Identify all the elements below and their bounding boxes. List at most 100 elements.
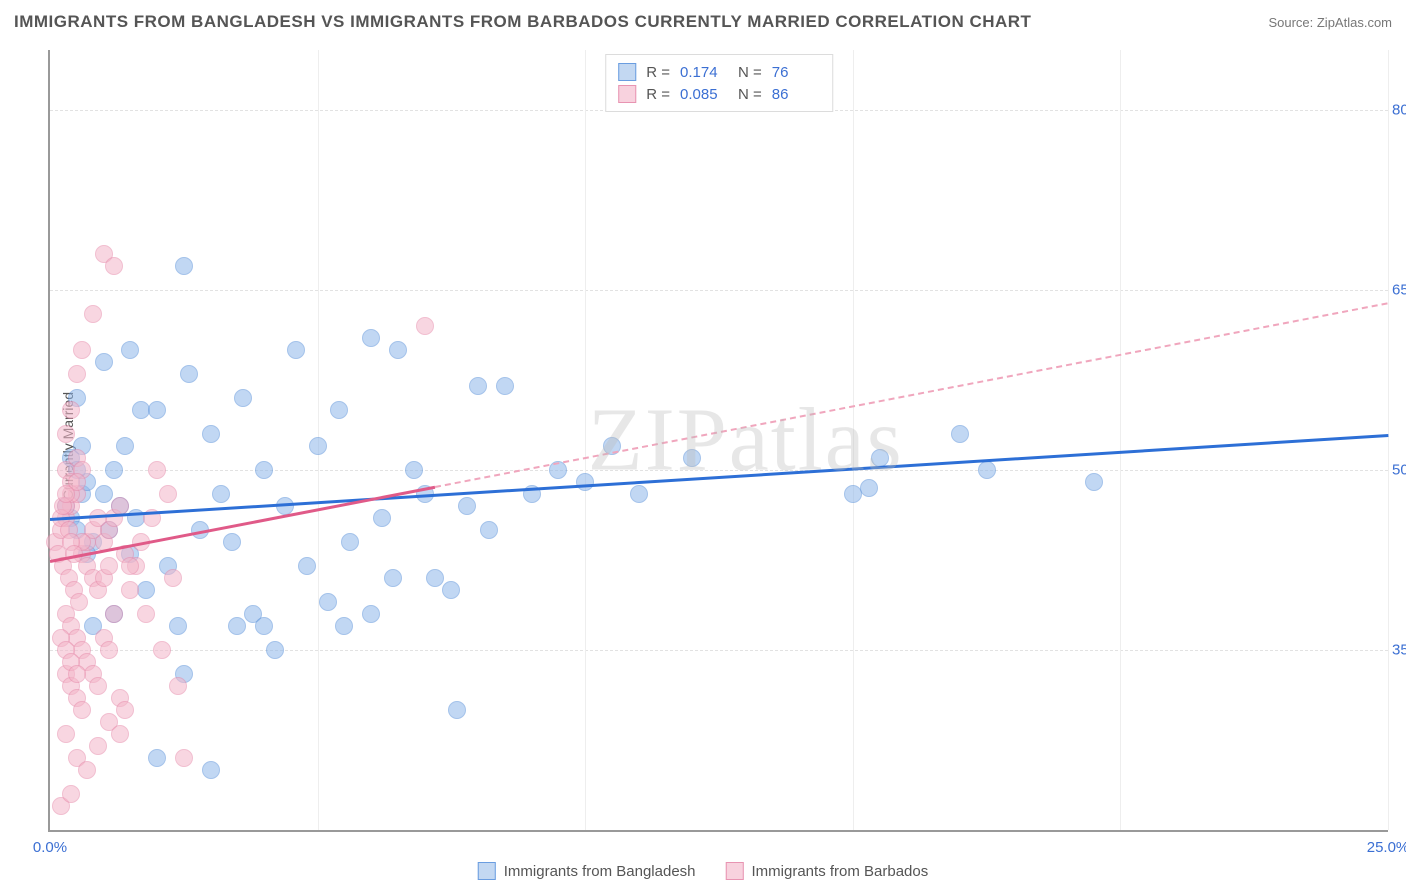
stat-n-label: N = — [738, 86, 762, 103]
scatter-point — [89, 677, 107, 695]
chart-title: IMMIGRANTS FROM BANGLADESH VS IMMIGRANTS… — [14, 12, 1031, 32]
scatter-point — [576, 473, 594, 491]
scatter-point — [89, 509, 107, 527]
scatter-point — [62, 401, 80, 419]
scatter-point — [78, 761, 96, 779]
y-tick-label: 80.0% — [1392, 102, 1406, 119]
scatter-point — [175, 257, 193, 275]
grid-line-v — [853, 50, 854, 830]
legend-item-0: Immigrants from Bangladesh — [478, 862, 696, 880]
scatter-point — [159, 485, 177, 503]
chart-plot-area: ZIPatlas R = 0.174 N = 76 R = 0.085 N = … — [48, 50, 1388, 832]
legend-swatch-1-icon — [726, 862, 744, 880]
scatter-point — [255, 617, 273, 635]
scatter-point — [73, 701, 91, 719]
scatter-point — [68, 365, 86, 383]
scatter-point — [496, 377, 514, 395]
scatter-point — [223, 533, 241, 551]
scatter-point — [169, 677, 187, 695]
scatter-point — [175, 749, 193, 767]
stat-n-label: N = — [738, 64, 762, 81]
stats-legend-box: R = 0.174 N = 76 R = 0.085 N = 86 — [605, 54, 833, 112]
scatter-point — [234, 389, 252, 407]
scatter-point — [148, 749, 166, 767]
scatter-point — [105, 605, 123, 623]
scatter-point — [335, 617, 353, 635]
stat-r-label: R = — [646, 64, 670, 81]
trend-line — [50, 434, 1388, 520]
scatter-point — [480, 521, 498, 539]
scatter-point — [860, 479, 878, 497]
scatter-point — [330, 401, 348, 419]
scatter-point — [212, 485, 230, 503]
stat-r-label: R = — [646, 86, 670, 103]
scatter-point — [426, 569, 444, 587]
scatter-point — [1085, 473, 1103, 491]
scatter-point — [458, 497, 476, 515]
y-tick-label: 50.0% — [1392, 462, 1406, 479]
scatter-point — [362, 605, 380, 623]
legend-label-0: Immigrants from Bangladesh — [504, 863, 696, 880]
trend-line — [435, 302, 1388, 488]
grid-line-h — [50, 470, 1388, 471]
scatter-point — [416, 317, 434, 335]
scatter-point — [105, 461, 123, 479]
scatter-point — [57, 725, 75, 743]
scatter-point — [255, 461, 273, 479]
scatter-point — [62, 785, 80, 803]
scatter-point — [164, 569, 182, 587]
scatter-point — [951, 425, 969, 443]
scatter-point — [442, 581, 460, 599]
scatter-point — [84, 305, 102, 323]
scatter-point — [978, 461, 996, 479]
scatter-point — [341, 533, 359, 551]
scatter-point — [121, 557, 139, 575]
scatter-point — [57, 425, 75, 443]
scatter-point — [871, 449, 889, 467]
scatter-point — [57, 485, 75, 503]
scatter-point — [169, 617, 187, 635]
scatter-point — [373, 509, 391, 527]
x-tick-label: 0.0% — [33, 839, 67, 856]
scatter-point — [469, 377, 487, 395]
scatter-point — [116, 437, 134, 455]
scatter-point — [153, 641, 171, 659]
scatter-point — [405, 461, 423, 479]
swatch-series-1-icon — [618, 85, 636, 103]
scatter-point — [298, 557, 316, 575]
scatter-point — [95, 485, 113, 503]
scatter-point — [100, 557, 118, 575]
scatter-point — [228, 617, 246, 635]
scatter-point — [111, 725, 129, 743]
legend-swatch-0-icon — [478, 862, 496, 880]
grid-line-v — [1388, 50, 1389, 830]
stat-r-value-1: 0.085 — [680, 86, 728, 103]
x-tick-label: 25.0% — [1367, 839, 1406, 856]
scatter-point — [148, 401, 166, 419]
y-tick-label: 35.0% — [1392, 642, 1406, 659]
scatter-point — [389, 341, 407, 359]
scatter-point — [287, 341, 305, 359]
scatter-point — [148, 461, 166, 479]
scatter-point — [95, 353, 113, 371]
scatter-point — [362, 329, 380, 347]
legend-item-1: Immigrants from Barbados — [726, 862, 929, 880]
grid-line-h — [50, 650, 1388, 651]
scatter-point — [121, 341, 139, 359]
stats-row-series-1: R = 0.085 N = 86 — [618, 83, 820, 105]
scatter-point — [683, 449, 701, 467]
scatter-point — [630, 485, 648, 503]
scatter-point — [202, 425, 220, 443]
y-tick-label: 65.0% — [1392, 282, 1406, 299]
scatter-point — [137, 581, 155, 599]
stat-r-value-0: 0.174 — [680, 64, 728, 81]
scatter-point — [180, 365, 198, 383]
bottom-legend: Immigrants from Bangladesh Immigrants fr… — [478, 862, 928, 880]
legend-label-1: Immigrants from Barbados — [752, 863, 929, 880]
scatter-point — [202, 761, 220, 779]
scatter-point — [137, 605, 155, 623]
scatter-point — [105, 257, 123, 275]
scatter-point — [89, 737, 107, 755]
scatter-point — [319, 593, 337, 611]
scatter-point — [73, 341, 91, 359]
